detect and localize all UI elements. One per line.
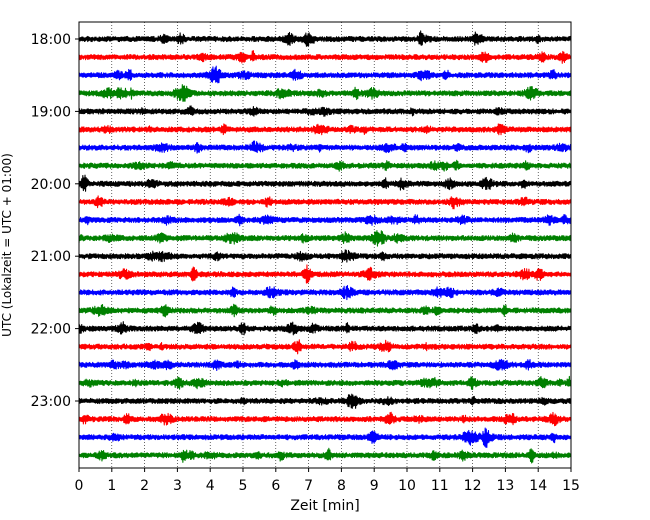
seismic-trace-16	[78, 321, 572, 336]
seismic-trace-4	[78, 105, 572, 117]
seismic-trace-22	[78, 427, 572, 449]
x-tick-label: 10	[398, 478, 416, 494]
x-tick-label: 13	[496, 478, 514, 494]
x-tick-label: 5	[239, 478, 248, 494]
y-tick-label: 22:00	[31, 322, 71, 338]
seismic-trace-18	[78, 358, 572, 372]
seismic-trace-19	[78, 375, 572, 391]
y-tick-label: 23:00	[31, 394, 71, 410]
y-tick-label: 19:00	[31, 104, 71, 120]
seismic-trace-7	[78, 159, 572, 172]
x-tick-label: 15	[562, 478, 580, 494]
seismic-trace-15	[78, 303, 572, 318]
seismic-trace-12	[78, 249, 572, 263]
x-tick-label: 9	[370, 478, 379, 494]
seismic-trace-5	[78, 123, 572, 136]
seismic-trace-9	[78, 195, 572, 210]
x-axis-title: Zeit [min]	[290, 498, 359, 514]
y-tick-label: 18:00	[31, 32, 71, 48]
x-tick-label: 12	[464, 478, 482, 494]
y-tick-label: 20:00	[31, 177, 71, 193]
seismic-trace-8	[78, 174, 572, 192]
y-axis-ticks: 18:00 19:00 20:00 21:00 22:00 23:00	[31, 32, 79, 410]
x-tick-label: 11	[431, 478, 449, 494]
x-tick-label: 7	[304, 478, 313, 494]
x-tick-label: 1	[107, 478, 116, 494]
seismic-trace-23	[78, 447, 572, 464]
seismic-trace-2	[78, 65, 572, 84]
seismic-trace-6	[78, 140, 572, 154]
seismic-trace-14	[78, 285, 572, 301]
x-tick-label: 2	[140, 478, 149, 494]
seismic-trace-17	[78, 339, 572, 355]
seismic-trace-1	[78, 50, 572, 64]
x-tick-label: 8	[337, 478, 346, 494]
seismic-trace-20	[78, 393, 572, 409]
x-tick-label: 3	[173, 478, 182, 494]
y-tick-label: 21:00	[31, 249, 71, 265]
seismic-trace-10	[78, 213, 572, 227]
y-axis-title: UTC (Lokalzeit = UTC + 01:00)	[0, 153, 14, 337]
seismic-trace-3	[78, 84, 572, 102]
x-tick-label: 4	[206, 478, 215, 494]
x-tick-label: 0	[75, 478, 84, 494]
seismic-trace-13	[78, 264, 572, 284]
seismic-trace-0	[78, 30, 572, 47]
seismic-traces	[78, 30, 572, 464]
x-tick-label: 14	[529, 478, 547, 494]
seismic-trace-11	[78, 230, 572, 247]
plot-frame	[78, 21, 572, 469]
x-axis-ticks: 0 1 2 3 4 5 6 7 8 9 10 11 12 13 14 15	[75, 468, 580, 494]
grid-lines	[111, 22, 539, 468]
seismic-trace-21	[78, 411, 572, 427]
x-tick-label: 6	[271, 478, 280, 494]
